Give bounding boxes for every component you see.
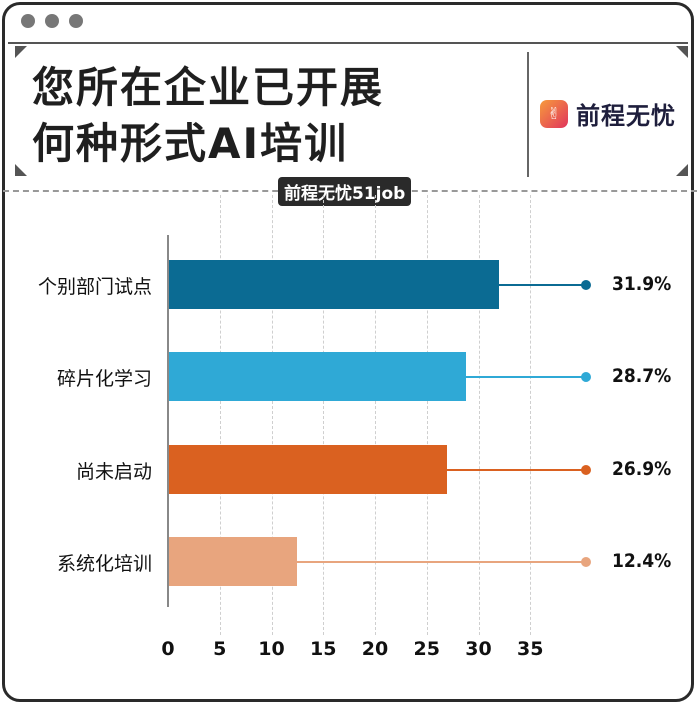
leader-dot-icon	[581, 557, 591, 567]
grid-line	[219, 195, 221, 635]
value-label: 28.7%	[612, 365, 672, 387]
x-tick-label: 15	[310, 638, 337, 660]
title-bar-divider	[8, 42, 688, 44]
bar	[169, 445, 448, 494]
corner-mark-icon	[15, 46, 27, 58]
value-label: 26.9%	[612, 458, 672, 480]
category-label: 尚未启动	[75, 461, 152, 483]
x-tick-label: 5	[213, 638, 227, 660]
corner-mark-icon	[676, 46, 688, 58]
corner-mark-icon	[676, 164, 688, 176]
grid-line	[530, 195, 532, 635]
leader-dot-icon	[581, 465, 591, 475]
x-tick-label: 30	[465, 638, 492, 660]
x-tick-label: 20	[361, 638, 389, 660]
logo-text: 前程无忧	[576, 102, 676, 130]
source-badge: 前程无忧51job	[278, 177, 412, 206]
window-dot-icon	[21, 14, 35, 28]
bar	[169, 260, 500, 309]
title-line-2: 何种形式AI培训	[32, 119, 349, 168]
grid-line	[271, 195, 273, 635]
leader-line	[465, 376, 585, 378]
chart-title: 您所在企业已开展 何种形式AI培训	[32, 60, 384, 172]
x-tick-label: 0	[161, 638, 175, 660]
grid-line	[375, 195, 376, 635]
leader-dot-icon	[581, 280, 591, 290]
header-divider	[527, 52, 529, 177]
value-label: 31.9%	[612, 273, 672, 295]
hand-logo-icon: ✌	[540, 99, 568, 128]
category-label: 系统化培训	[56, 553, 152, 575]
category-label: 碎片化学习	[56, 368, 152, 390]
grid-line	[323, 195, 325, 635]
brand-logo: ✌ 前程无忧	[540, 96, 676, 131]
leader-dot-icon	[581, 372, 591, 382]
title-line-1: 您所在企业已开展	[32, 63, 385, 112]
y-axis-line	[167, 235, 169, 607]
x-tick-label: 10	[258, 638, 285, 660]
category-label: 个别部门试点	[37, 276, 152, 298]
leader-line	[296, 561, 585, 563]
x-tick-label: 25	[413, 638, 440, 660]
grid-line	[426, 195, 428, 635]
value-label: 12.4%	[612, 550, 672, 572]
window-dot-icon	[69, 14, 83, 28]
leader-line	[498, 284, 585, 286]
leader-line	[446, 469, 585, 471]
corner-mark-icon	[15, 164, 27, 176]
bar	[169, 537, 298, 586]
x-tick-label: 35	[517, 638, 544, 660]
bar	[169, 352, 467, 401]
grid-line	[478, 195, 480, 635]
window-dot-icon	[45, 14, 59, 28]
